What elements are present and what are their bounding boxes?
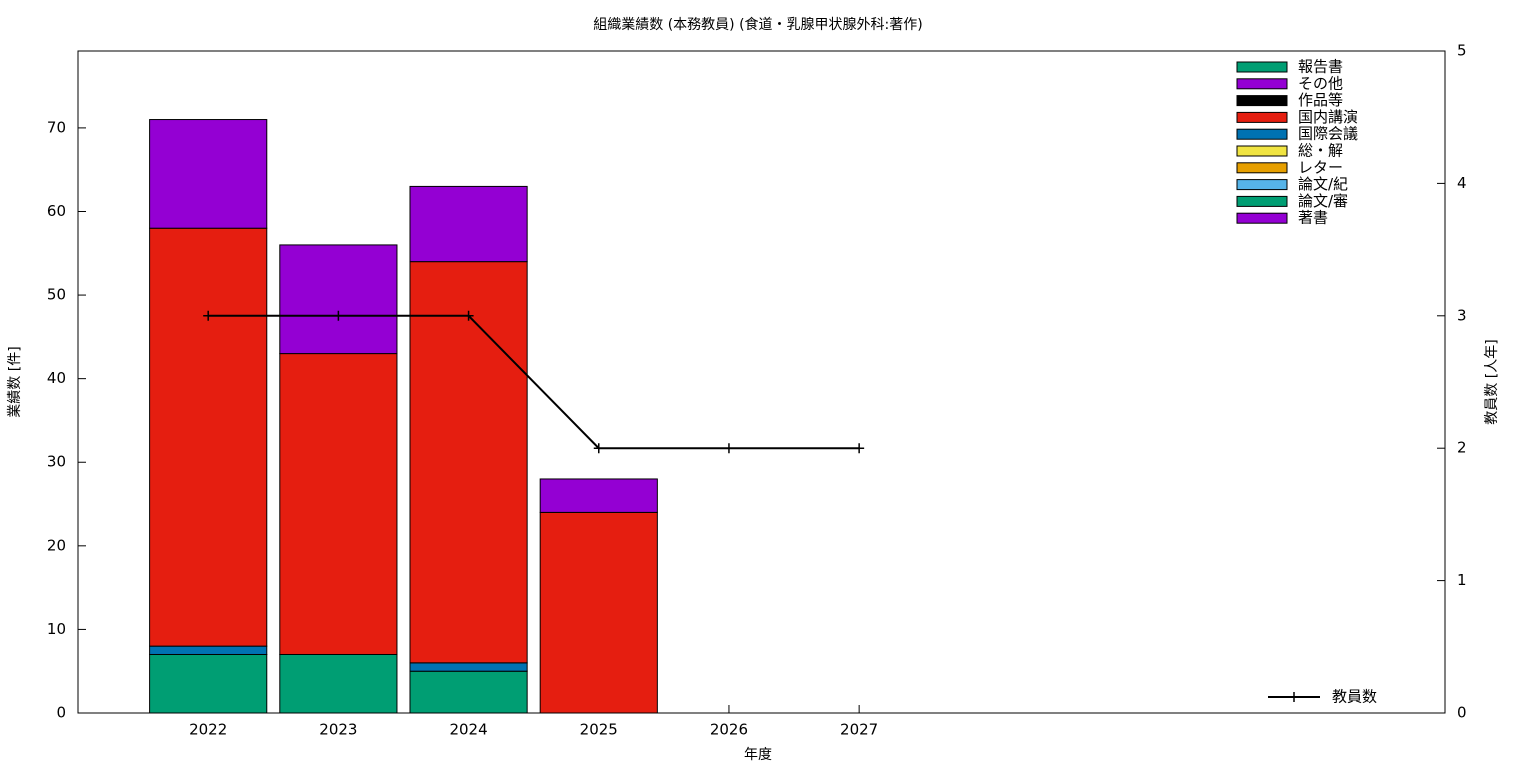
bar-segment xyxy=(409,185,528,263)
legend-swatch xyxy=(1236,78,1288,90)
legend-label: 論文/紀 xyxy=(1298,175,1348,193)
y2-axis-label: 教員数 [人年] xyxy=(1484,339,1500,424)
legend-label: 国際会議 xyxy=(1298,125,1358,143)
x-axis-label: 年度 xyxy=(744,747,772,763)
point-marker xyxy=(723,443,734,454)
legend-label: 作品等 xyxy=(1298,91,1343,109)
y-tick-label: 20 xyxy=(47,536,66,554)
point-marker xyxy=(203,310,214,321)
chart-title: 組織業績数 (本務教員) (食道・乳腺甲状腺外科:著作) xyxy=(593,16,922,33)
point-marker xyxy=(333,310,344,321)
y2-tick-label: 2 xyxy=(1457,439,1467,457)
y2-tick-label: 0 xyxy=(1457,704,1467,722)
legend-swatch xyxy=(1236,111,1288,123)
legend-swatch xyxy=(1236,61,1288,73)
bar-segment xyxy=(409,662,528,672)
legend-marker xyxy=(1289,692,1299,702)
y2-tick-label: 3 xyxy=(1457,306,1467,324)
y-tick-label: 10 xyxy=(47,620,66,638)
legend-label: 総・解 xyxy=(1298,142,1343,160)
x-tick-label: 2023 xyxy=(319,721,357,739)
bar-segment xyxy=(279,353,398,655)
line xyxy=(208,314,860,450)
legend-label: その他 xyxy=(1298,74,1343,92)
y2-tick-label: 5 xyxy=(1457,42,1467,60)
y2-tick-label: 1 xyxy=(1457,571,1467,589)
bar-segment xyxy=(149,653,268,714)
plot-frame xyxy=(77,50,1446,714)
bar-segment xyxy=(279,653,398,714)
legend-swatch xyxy=(1236,95,1288,107)
x-tick-label: 2025 xyxy=(580,721,618,739)
point-marker xyxy=(854,443,865,454)
y-tick-label: 30 xyxy=(47,453,66,471)
legend-label: 教員数 xyxy=(1332,688,1377,706)
legend-swatch xyxy=(1236,212,1288,224)
bar-segment xyxy=(149,119,268,229)
legend-swatch xyxy=(1236,179,1288,191)
bar-segment xyxy=(409,670,528,714)
bar-segment xyxy=(149,227,268,647)
y-tick-label: 0 xyxy=(56,704,66,722)
y-tick-label: 50 xyxy=(47,286,66,304)
legend-swatch xyxy=(1236,128,1288,140)
legend-swatch xyxy=(1236,162,1288,174)
legend-label: レター xyxy=(1298,158,1343,176)
x-tick-label: 2027 xyxy=(840,721,878,739)
bar-segment xyxy=(409,261,528,664)
y-tick-label: 70 xyxy=(47,118,66,136)
bar-segment xyxy=(539,511,658,714)
legend-label: 論文/審 xyxy=(1298,192,1348,210)
x-tick-label: 2022 xyxy=(189,721,227,739)
y-tick-label: 60 xyxy=(47,202,66,220)
bar-segment xyxy=(279,244,398,355)
legend-label: 国内講演 xyxy=(1298,108,1358,126)
legend-label: 報告書 xyxy=(1298,58,1343,76)
point-marker xyxy=(593,443,604,454)
legend-label: 著書 xyxy=(1298,209,1328,227)
x-tick-label: 2026 xyxy=(710,721,748,739)
point-marker xyxy=(463,310,474,321)
bar-segment xyxy=(539,478,658,513)
legend-swatch xyxy=(1236,195,1288,207)
bar-segment xyxy=(149,645,268,655)
legend-swatch xyxy=(1236,145,1288,157)
y-axis-label: 業績数 [件] xyxy=(7,346,23,417)
y2-tick-label: 4 xyxy=(1457,174,1467,192)
y-tick-label: 40 xyxy=(47,369,66,387)
x-tick-label: 2024 xyxy=(449,721,487,739)
